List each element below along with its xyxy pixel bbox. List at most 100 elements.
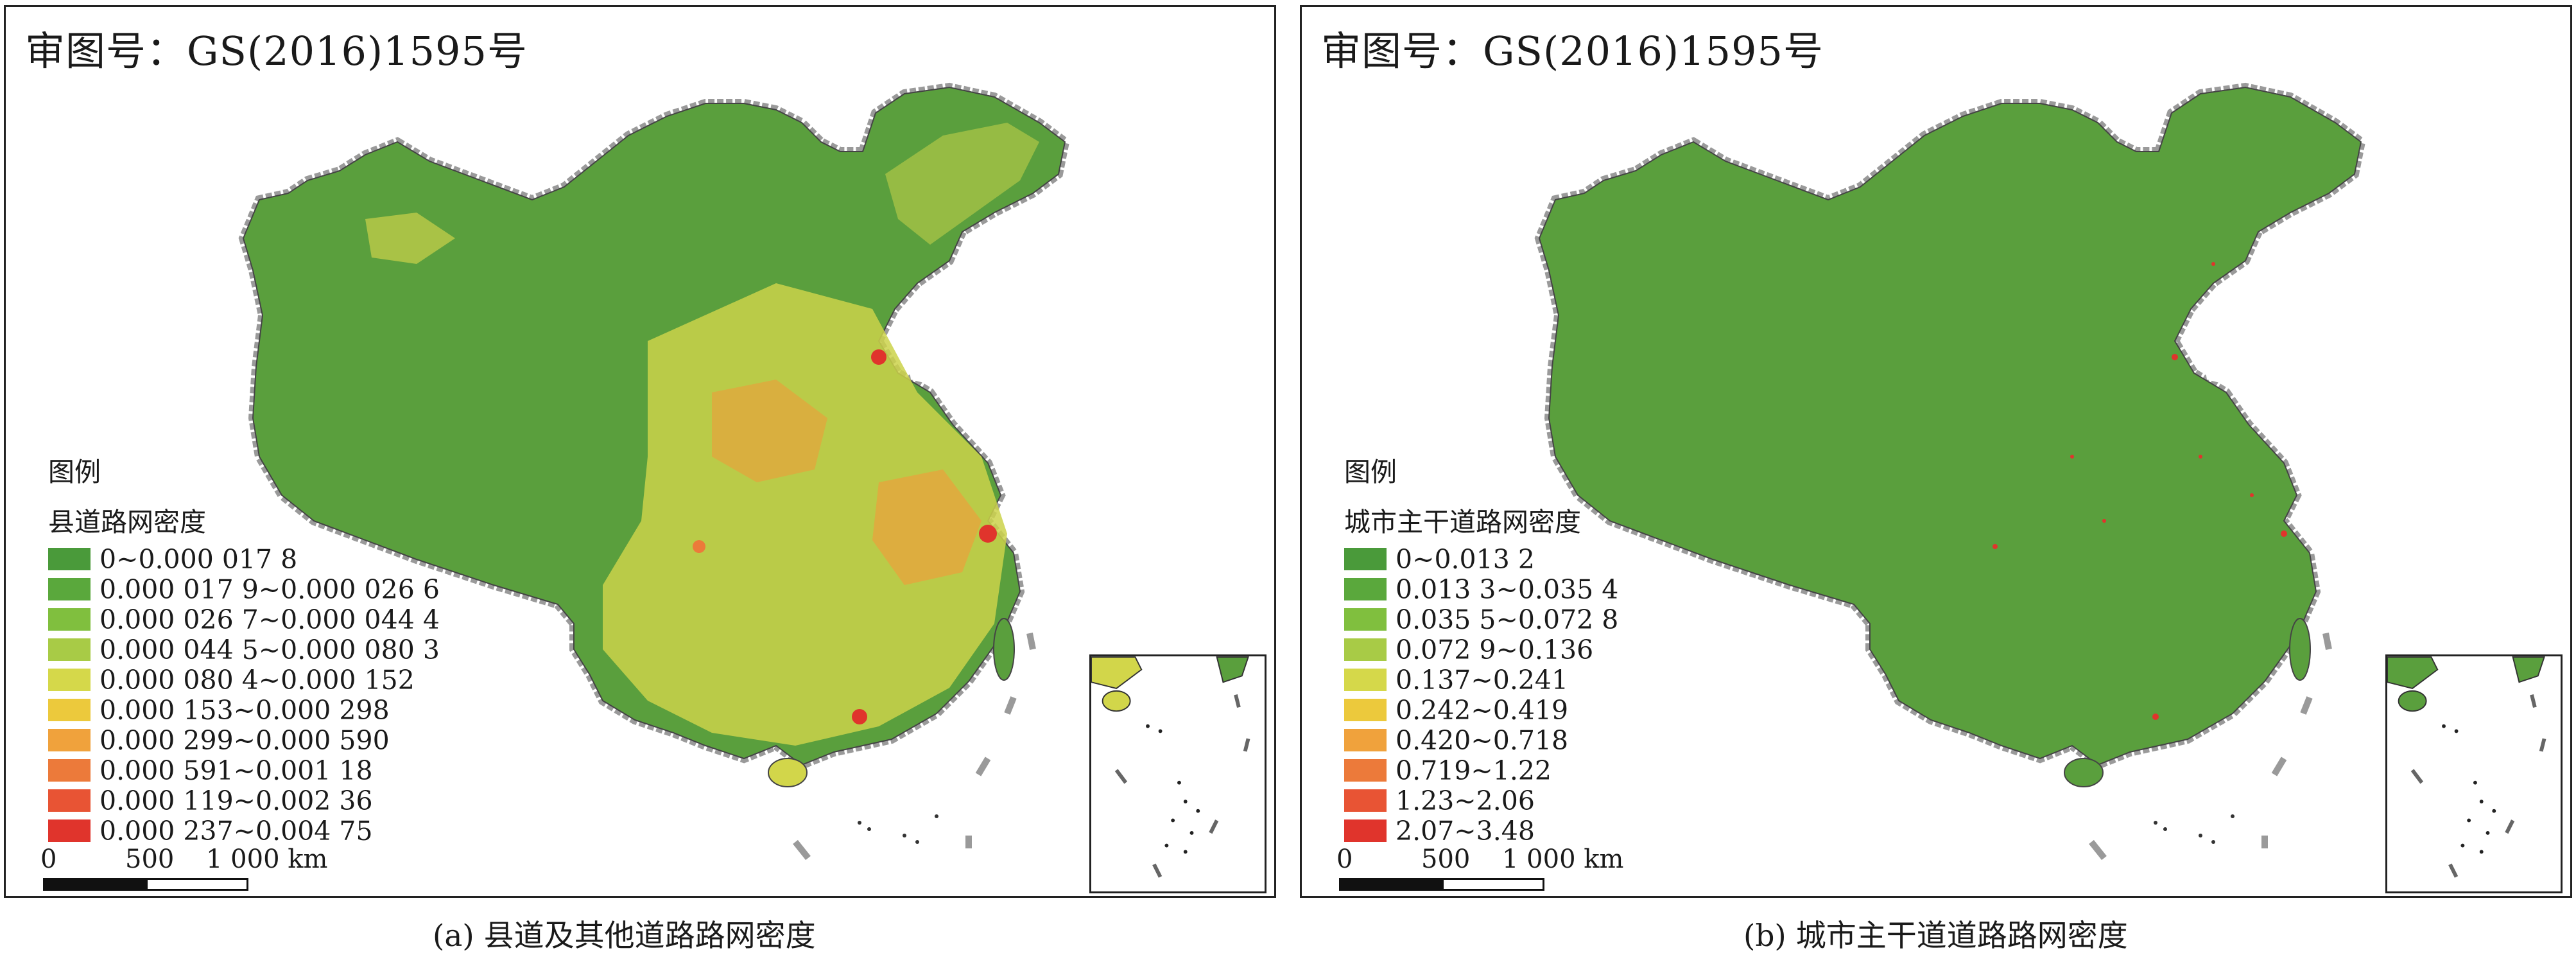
scale-label-max: 1 000 km (206, 845, 328, 874)
scale-label-max: 1 000 km (1502, 845, 1624, 874)
hotspot-guangzhou (852, 709, 867, 724)
density-zone-central-orange (712, 380, 827, 482)
taiwan-island (993, 618, 1015, 681)
legend-swatch (48, 578, 91, 600)
legend-item: 0.000 119~0.002 36 (48, 785, 440, 816)
legend-item: 0.719~1.22 (1344, 755, 1618, 786)
legend-item: 2.07~3.48 (1344, 816, 1618, 846)
legend-heading: 图例 (1344, 457, 1397, 487)
scale-bar: 0 500 1 000 km (1336, 845, 1623, 896)
legend-label: 0.000 017 9~0.000 026 6 (99, 574, 440, 605)
taiwan-island (2289, 618, 2311, 681)
legend-label: 0.000 591~0.001 18 (99, 755, 373, 786)
legend-item: 0.242~0.419 (1344, 695, 1618, 726)
legend-subtitle: 县道路网密度 (48, 507, 206, 538)
legend-label: 0.000 237~0.004 75 (99, 815, 373, 846)
south-china-sea-inset (1089, 654, 1266, 893)
map-legend: 图例 县道路网密度 0~0.000 017 8 0.000 017 9~0.000… (48, 450, 440, 846)
legend-item: 0.000 080 4~0.000 152 (48, 664, 440, 696)
legend-item: 0.420~0.718 (1344, 725, 1618, 756)
map-legend: 图例 城市主干道路网密度 0~0.013 2 0.013 3~0.035 4 0.0… (1344, 450, 1618, 846)
approval-number: 审图号：GS(2016)1595号 (1321, 28, 1824, 74)
legend-item: 0.000 591~0.001 18 (48, 755, 440, 786)
legend-heading: 图例 (48, 457, 101, 487)
map-panel-b: 审图号：GS(2016)1595号 图例 城市主干道路网密度 0~0.013 2… (1300, 5, 2572, 898)
legend-subtitle: 城市主干道路网密度 (1344, 507, 1581, 538)
legend-item: 1.23~2.06 (1344, 785, 1618, 816)
south-sea-islands (2154, 814, 2235, 844)
legend-swatch (48, 699, 91, 721)
scale-bar: 0 500 1 000 km (40, 845, 327, 896)
scale-bar-white (1442, 878, 1544, 891)
hainan-island (2064, 758, 2104, 787)
legend-label: 1.23~2.06 (1396, 785, 1535, 816)
hotspot-shanghai (979, 525, 997, 543)
legend-label: 0.000 080 4~0.000 152 (99, 664, 415, 696)
density-zone-northeast (885, 123, 1039, 245)
density-zone-southeast-orange (872, 469, 981, 585)
legend-swatch (1344, 759, 1387, 782)
density-zone-northwest (365, 213, 455, 264)
legend-item: 0~0.013 2 (1344, 543, 1618, 575)
legend-label: 0.035 5~0.072 8 (1396, 604, 1619, 635)
legend-item: 0.000 026 7~0.000 044 4 (48, 604, 440, 635)
legend-label: 0~0.000 017 8 (99, 543, 298, 575)
legend-swatch (48, 729, 91, 751)
legend-item: 0.000 044 5~0.000 080 3 (48, 635, 440, 665)
scale-label-zero: 0 (1336, 845, 1353, 874)
legend-swatch (1344, 548, 1387, 570)
legend-swatch (1344, 608, 1387, 631)
legend-swatch (1344, 819, 1387, 842)
legend-label: 0~0.013 2 (1396, 543, 1535, 575)
legend-label: 0.000 044 5~0.000 080 3 (99, 634, 440, 665)
scale-bar-white (146, 878, 248, 891)
legend-label: 0.000 299~0.000 590 (99, 724, 390, 756)
south-sea-islands (858, 814, 938, 844)
urban-hotspots (1993, 262, 2287, 720)
legend-swatch (1344, 638, 1387, 661)
bohai-sea (904, 328, 949, 386)
south-china-sea-inset (2385, 654, 2563, 893)
caption-panel-a: (a) 县道及其他道路路网密度 (433, 918, 816, 954)
legend-swatch (1344, 578, 1387, 600)
scale-label-zero: 0 (40, 845, 57, 874)
hotspot-beijing (871, 349, 886, 365)
legend-label: 0.000 153~0.000 298 (99, 694, 390, 726)
legend-swatch (1344, 699, 1387, 721)
bohai-sea (2200, 328, 2245, 386)
legend-swatch (1344, 669, 1387, 691)
density-zone-east (603, 283, 1007, 746)
legend-item: 0.137~0.241 (1344, 664, 1618, 696)
legend-swatch (1344, 729, 1387, 751)
legend-label: 0.000 119~0.002 36 (99, 785, 373, 816)
scale-bar-black (1339, 878, 1442, 891)
legend-item: 0.000 299~0.000 590 (48, 724, 440, 756)
approval-number: 审图号：GS(2016)1595号 (25, 28, 528, 74)
legend-item: 0~0.000 017 8 (48, 543, 440, 575)
legend-swatch (48, 638, 91, 661)
legend-swatch (1344, 789, 1387, 812)
legend-swatch (48, 608, 91, 631)
legend-label: 0.137~0.241 (1396, 664, 1569, 696)
legend-item: 0.035 5~0.072 8 (1344, 604, 1618, 635)
legend-label: 0.072 9~0.136 (1396, 634, 1594, 665)
scale-label-mid: 500 (1421, 845, 1471, 874)
legend-item: 0.000 017 9~0.000 026 6 (48, 574, 440, 605)
map-panel-a: 审图号：GS(2016)1595号 图 (4, 5, 1276, 898)
china-map-county-roads (6, 7, 1276, 861)
boundary-dashes (2089, 633, 2332, 861)
legend-label: 2.07~3.48 (1396, 815, 1535, 846)
scale-label-mid: 500 (125, 845, 175, 874)
legend-item: 0.013 3~0.035 4 (1344, 574, 1618, 605)
caption-panel-b: (b) 城市主干道道路路网密度 (1743, 918, 2128, 954)
hotspot-chengdu (693, 540, 705, 553)
legend-item: 0.072 9~0.136 (1344, 635, 1618, 665)
china-map-urban-arterials (1302, 7, 2572, 861)
hainan-island (768, 758, 808, 787)
boundary-dashes (793, 633, 1036, 861)
legend-items: 0~0.000 017 8 0.000 017 9~0.000 026 6 0.00… (48, 544, 440, 846)
legend-item: 0.000 237~0.004 75 (48, 816, 440, 846)
legend-swatch (48, 669, 91, 691)
legend-item: 0.000 153~0.000 298 (48, 694, 440, 726)
